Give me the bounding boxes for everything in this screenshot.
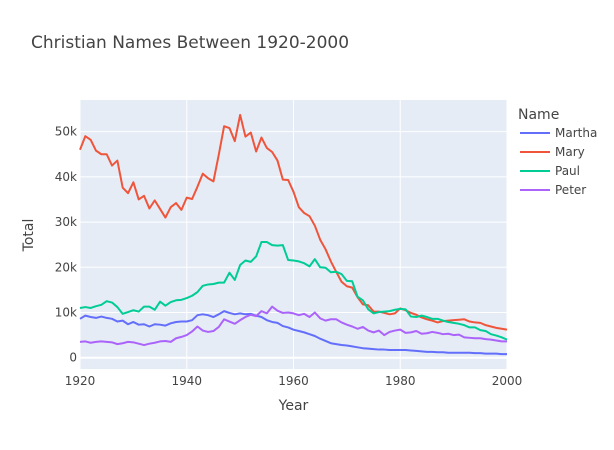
x-tick-label: 1940 <box>171 374 202 388</box>
series-line-paul <box>79 240 508 341</box>
x-tick-label: 1960 <box>278 374 309 388</box>
y-tick-label: 0 <box>69 351 77 365</box>
y-axis-title: Total <box>21 219 37 253</box>
x-tick-label: 2000 <box>492 374 523 388</box>
legend-label-paul: Paul <box>555 164 580 178</box>
x-axis-title: Year <box>278 398 309 414</box>
series-layer <box>79 113 508 356</box>
legend-title: Name <box>518 107 559 123</box>
legend-label-peter: Peter <box>555 183 586 197</box>
y-tick-label: 20k <box>55 260 77 274</box>
x-tick-label: 1920 <box>65 374 96 388</box>
legend-label-martha: Martha <box>555 126 597 140</box>
legend-label-mary: Mary <box>555 145 585 159</box>
series-line-peter <box>79 305 507 347</box>
series-line-mary <box>79 113 508 331</box>
series-line-martha <box>79 310 507 356</box>
legend: Name Martha Mary Paul Peter <box>518 107 597 197</box>
x-tick-label: 1980 <box>385 374 416 388</box>
y-tick-label: 50k <box>55 125 77 139</box>
y-tick-label: 30k <box>55 215 77 229</box>
tick-layer: 1920 1940 1960 1980 2000 0 10k 20k 30k 40k 50k <box>55 125 522 388</box>
chart-title: Christian Names Between 1920-2000 <box>31 33 350 53</box>
y-tick-label: 40k <box>55 170 77 184</box>
y-tick-label: 10k <box>55 305 77 319</box>
